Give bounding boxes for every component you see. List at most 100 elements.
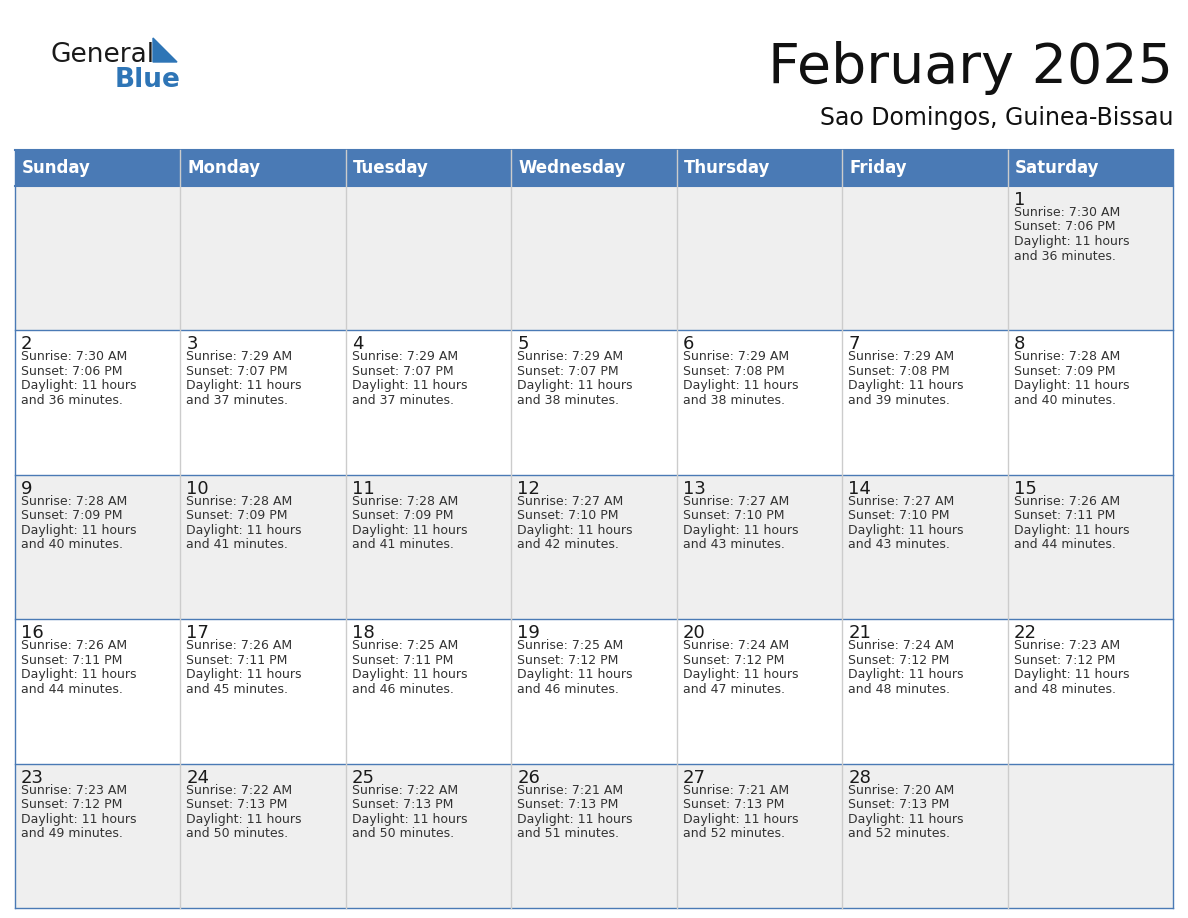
Bar [15,764,181,908]
Text: 16: 16 [21,624,44,643]
Text: Sunrise: 7:27 AM: Sunrise: 7:27 AM [517,495,624,508]
Text: Sunset: 7:11 PM: Sunset: 7:11 PM [21,654,122,666]
Text: and 43 minutes.: and 43 minutes. [848,538,950,552]
Text: and 44 minutes.: and 44 minutes. [21,683,122,696]
Text: Daylight: 11 hours: Daylight: 11 hours [683,524,798,537]
Text: 15: 15 [1013,480,1036,498]
Text: and 36 minutes.: and 36 minutes. [21,394,122,407]
Text: and 41 minutes.: and 41 minutes. [187,538,289,552]
Text: Daylight: 11 hours: Daylight: 11 hours [1013,668,1129,681]
Text: Sunset: 7:07 PM: Sunset: 7:07 PM [352,364,454,378]
Bar [346,186,511,330]
Bar [15,186,181,330]
Text: Sunrise: 7:23 AM: Sunrise: 7:23 AM [21,784,127,797]
Text: and 51 minutes.: and 51 minutes. [517,827,619,840]
Text: and 50 minutes.: and 50 minutes. [187,827,289,840]
Bar [842,475,1007,620]
Text: Sunrise: 7:27 AM: Sunrise: 7:27 AM [848,495,954,508]
Text: Sunset: 7:12 PM: Sunset: 7:12 PM [1013,654,1116,666]
Bar [677,150,842,186]
Bar [1007,475,1173,620]
Text: 17: 17 [187,624,209,643]
Text: 11: 11 [352,480,374,498]
Text: and 36 minutes.: and 36 minutes. [1013,250,1116,263]
Text: and 46 minutes.: and 46 minutes. [352,683,454,696]
Bar [181,330,346,475]
Text: 26: 26 [517,768,541,787]
Text: 9: 9 [21,480,32,498]
Text: and 50 minutes.: and 50 minutes. [352,827,454,840]
Text: Daylight: 11 hours: Daylight: 11 hours [517,379,633,392]
Text: Sunrise: 7:28 AM: Sunrise: 7:28 AM [21,495,127,508]
Text: Saturday: Saturday [1015,159,1099,177]
Text: Daylight: 11 hours: Daylight: 11 hours [187,379,302,392]
Text: 10: 10 [187,480,209,498]
Text: Sunset: 7:11 PM: Sunset: 7:11 PM [352,654,454,666]
Text: Sunrise: 7:22 AM: Sunrise: 7:22 AM [187,784,292,797]
Text: Sunset: 7:10 PM: Sunset: 7:10 PM [848,509,949,522]
Text: Sunset: 7:07 PM: Sunset: 7:07 PM [517,364,619,378]
Text: 12: 12 [517,480,541,498]
Text: 20: 20 [683,624,706,643]
Text: and 52 minutes.: and 52 minutes. [683,827,785,840]
Bar [511,186,677,330]
Text: Sunrise: 7:21 AM: Sunrise: 7:21 AM [683,784,789,797]
Bar [511,475,677,620]
Text: Sunrise: 7:29 AM: Sunrise: 7:29 AM [187,351,292,364]
Bar [1007,186,1173,330]
Text: Sunrise: 7:27 AM: Sunrise: 7:27 AM [683,495,789,508]
Text: 27: 27 [683,768,706,787]
Bar [677,186,842,330]
Bar [1007,150,1173,186]
Bar [181,150,346,186]
Bar [1007,330,1173,475]
Text: Sunset: 7:13 PM: Sunset: 7:13 PM [517,798,619,812]
Text: Daylight: 11 hours: Daylight: 11 hours [683,379,798,392]
Text: 25: 25 [352,768,375,787]
Text: and 47 minutes.: and 47 minutes. [683,683,785,696]
Text: and 41 minutes.: and 41 minutes. [352,538,454,552]
Text: Sunset: 7:12 PM: Sunset: 7:12 PM [683,654,784,666]
Text: Sunset: 7:13 PM: Sunset: 7:13 PM [683,798,784,812]
Bar [346,475,511,620]
Text: Monday: Monday [188,159,260,177]
Bar [15,330,181,475]
Text: February 2025: February 2025 [767,41,1173,95]
Text: Sunset: 7:13 PM: Sunset: 7:13 PM [187,798,287,812]
Text: Sunrise: 7:29 AM: Sunrise: 7:29 AM [683,351,789,364]
Text: and 42 minutes.: and 42 minutes. [517,538,619,552]
Text: Daylight: 11 hours: Daylight: 11 hours [21,379,137,392]
Text: Daylight: 11 hours: Daylight: 11 hours [1013,379,1129,392]
Bar [511,150,677,186]
Bar [677,620,842,764]
Text: Sunrise: 7:28 AM: Sunrise: 7:28 AM [1013,351,1120,364]
Text: Sunrise: 7:29 AM: Sunrise: 7:29 AM [352,351,459,364]
Text: Sunset: 7:09 PM: Sunset: 7:09 PM [187,509,287,522]
Text: and 38 minutes.: and 38 minutes. [517,394,619,407]
Bar [842,764,1007,908]
Text: and 49 minutes.: and 49 minutes. [21,827,122,840]
Text: 18: 18 [352,624,374,643]
Bar [346,764,511,908]
Bar [511,764,677,908]
Text: Sunrise: 7:30 AM: Sunrise: 7:30 AM [21,351,127,364]
Text: Sunrise: 7:29 AM: Sunrise: 7:29 AM [848,351,954,364]
Text: and 45 minutes.: and 45 minutes. [187,683,289,696]
Text: Sunrise: 7:21 AM: Sunrise: 7:21 AM [517,784,624,797]
Text: 22: 22 [1013,624,1037,643]
Text: Sunrise: 7:26 AM: Sunrise: 7:26 AM [1013,495,1120,508]
Text: Daylight: 11 hours: Daylight: 11 hours [21,812,137,825]
Text: Sunrise: 7:28 AM: Sunrise: 7:28 AM [352,495,459,508]
Text: Daylight: 11 hours: Daylight: 11 hours [352,812,467,825]
Text: Thursday: Thursday [684,159,770,177]
Bar [15,150,181,186]
Text: Daylight: 11 hours: Daylight: 11 hours [848,524,963,537]
Bar [346,620,511,764]
Bar [842,186,1007,330]
Text: and 52 minutes.: and 52 minutes. [848,827,950,840]
Text: Sunset: 7:12 PM: Sunset: 7:12 PM [517,654,619,666]
Text: Sunset: 7:13 PM: Sunset: 7:13 PM [352,798,454,812]
Text: 3: 3 [187,335,198,353]
Bar [15,620,181,764]
Text: Sunrise: 7:28 AM: Sunrise: 7:28 AM [187,495,292,508]
